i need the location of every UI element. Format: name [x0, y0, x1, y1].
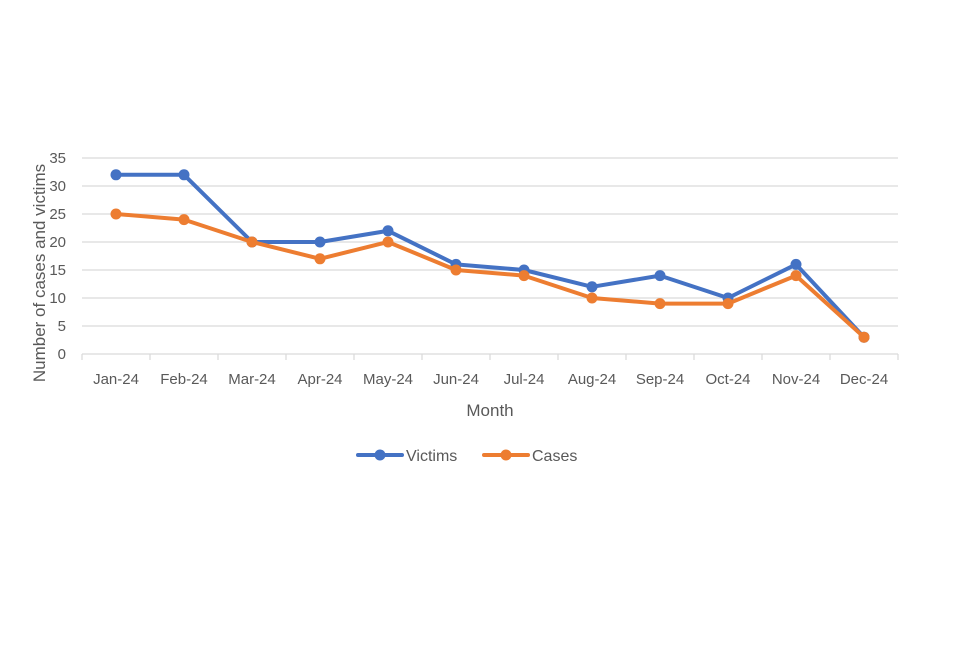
data-point-victims — [790, 258, 802, 270]
y-tick-label: 15 — [49, 262, 66, 279]
x-tick-label: Dec-24 — [840, 371, 888, 388]
series-lines — [110, 169, 870, 343]
legend-item-cases: Cases — [482, 448, 577, 465]
data-point-cases — [178, 214, 190, 226]
legend-label-victims: Victims — [406, 448, 457, 465]
series-victims — [110, 169, 870, 343]
x-tick-label: Sep-24 — [636, 371, 684, 388]
legend-item-victims: Victims — [356, 448, 457, 465]
data-point-cases — [586, 292, 598, 304]
data-point-cases — [382, 236, 394, 248]
data-point-victims — [654, 270, 666, 282]
data-point-cases — [654, 298, 666, 310]
legend-marker-victims — [374, 449, 386, 461]
data-point-cases — [518, 270, 530, 282]
y-axis-title: Number of cases and victims — [30, 164, 49, 382]
y-tick-label: 20 — [49, 234, 66, 251]
legend-marker-cases — [500, 449, 512, 461]
data-point-victims — [382, 225, 394, 237]
data-point-cases — [110, 208, 122, 220]
x-tick-labels: Jan-24 Feb-24 Mar-24 Apr-24 May-24 Jun-24 Jul-… — [93, 371, 888, 388]
x-tick-label: Nov-24 — [772, 371, 820, 388]
y-axis: 0 5 10 15 20 25 30 35 — [49, 150, 66, 363]
data-point-cases — [722, 298, 734, 310]
x-tick-label: May-24 — [363, 371, 413, 388]
x-tick-label: Oct-24 — [705, 371, 750, 388]
gridlines — [82, 157, 898, 327]
x-axis — [81, 353, 899, 360]
y-tick-label: 30 — [49, 178, 66, 195]
x-axis-title: Month — [466, 401, 513, 420]
y-tick-label: 35 — [49, 150, 66, 167]
data-point-cases — [858, 331, 870, 343]
data-point-victims — [178, 169, 190, 181]
x-tick-label: Mar-24 — [228, 371, 276, 388]
legend-label-cases: Cases — [532, 448, 577, 465]
x-tick-label: Jul-24 — [504, 371, 545, 388]
data-point-cases — [450, 264, 462, 276]
y-tick-label: 5 — [58, 318, 66, 335]
x-tick-label: Apr-24 — [297, 371, 342, 388]
y-tick-label: 0 — [58, 346, 66, 363]
series-line-cases — [114, 212, 866, 340]
data-point-cases — [314, 253, 326, 265]
x-tick-label: Aug-24 — [568, 371, 616, 388]
y-tick-label: 10 — [49, 290, 66, 307]
series-cases — [110, 208, 870, 343]
data-point-victims — [586, 281, 598, 293]
series-line-victims — [114, 172, 866, 340]
x-tick-label: Jun-24 — [433, 371, 479, 388]
data-point-cases — [790, 270, 802, 282]
data-point-victims — [110, 169, 122, 181]
data-point-cases — [246, 236, 258, 248]
data-point-victims — [314, 236, 326, 248]
legend: Victims Cases — [356, 448, 577, 465]
x-tick-label: Jan-24 — [93, 371, 139, 388]
x-tick-label: Feb-24 — [160, 371, 208, 388]
y-tick-label: 25 — [49, 206, 66, 223]
